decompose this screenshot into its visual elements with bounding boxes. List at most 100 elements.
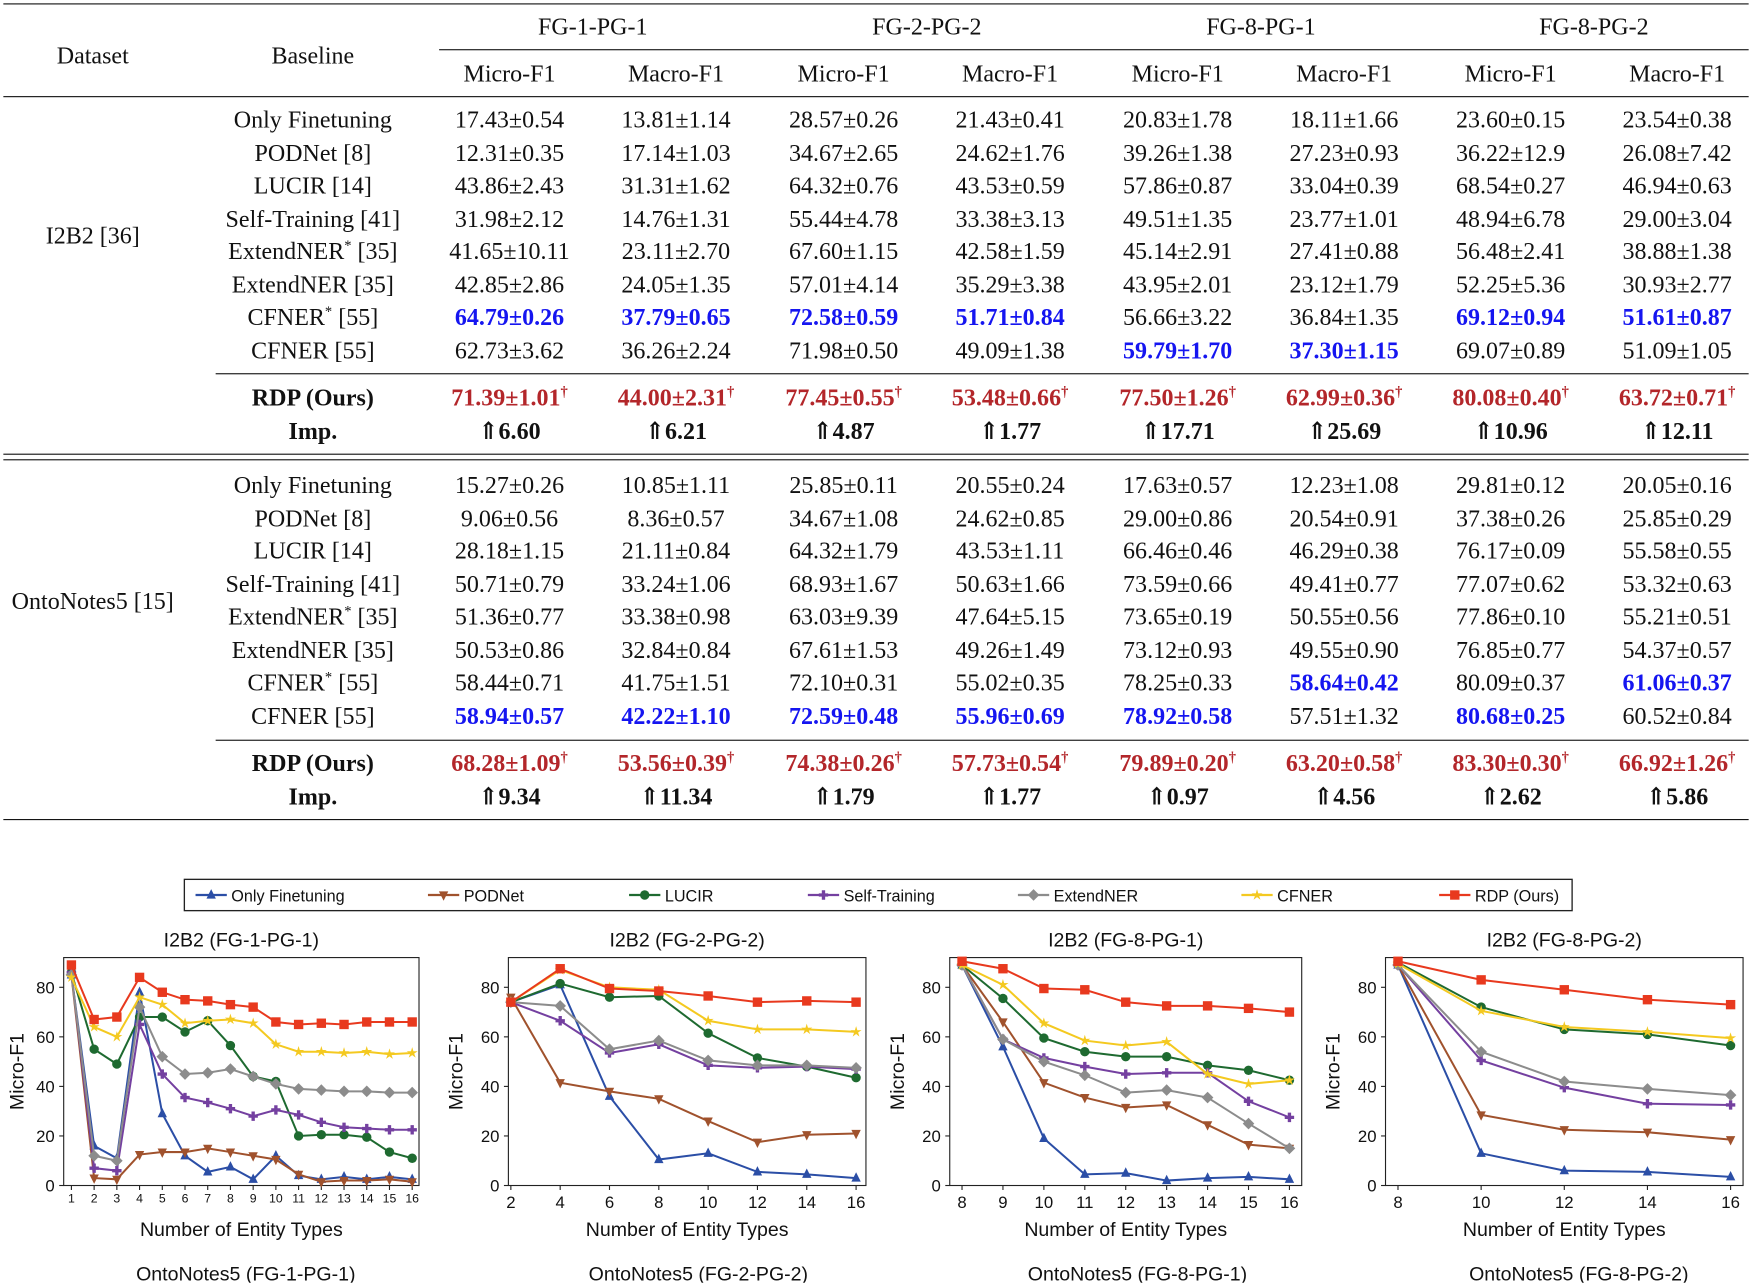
header-metric: Micro-F1 (1464, 60, 1557, 88)
y-tick-label: 20 (922, 1127, 941, 1146)
legend-marker-square (1450, 890, 1460, 900)
table-cell: 31.98±2.12 (454, 205, 565, 232)
baseline-name: Self-Training [41] (190, 569, 436, 598)
legend-marker-circle (640, 890, 650, 900)
table-cell: 80.68±0.25 (1456, 702, 1566, 730)
ours-cell: 77.50±1.26† (1094, 383, 1262, 412)
baseline-ref: [8] (343, 139, 372, 166)
data-point (1283, 1142, 1296, 1155)
table-cell: 58.94±0.57 (454, 702, 565, 730)
baseline-name: LUCIR [14] (190, 536, 436, 565)
table-cell: 21.11±0.84 (621, 537, 731, 565)
table-rule (3, 3, 1749, 5)
data-point (1559, 985, 1569, 995)
data-point (1039, 983, 1049, 994)
data-point (703, 1147, 713, 1157)
table-cell: 18.11±1.66 (1289, 106, 1399, 133)
table-cell: 67.61±1.53 (788, 636, 899, 664)
data-point (362, 1132, 372, 1142)
baseline-label: LUCIR (253, 172, 326, 199)
header-metric: Macro-F1 (627, 60, 725, 88)
table-cell: 63.03±9.39 (788, 603, 899, 631)
table-cell: 49.51±1.35 (1123, 205, 1233, 232)
table-cell: 62.73±3.62 (454, 336, 565, 364)
improvement-cell: ⇑1.79 (812, 783, 875, 811)
table-cell: 49.55±0.90 (1289, 636, 1399, 664)
data-point (89, 1044, 99, 1054)
significance-mark: † (1561, 383, 1569, 400)
data-point (248, 1111, 258, 1121)
chart-title: I2B2 (FG-2-PG-2) (610, 929, 765, 951)
table-cell: 72.58±0.59 (788, 303, 899, 331)
baseline-name: CFNER [55] (190, 701, 436, 730)
data-point (157, 987, 167, 997)
x-tick-label: 6 (605, 1193, 614, 1212)
baseline-label: Only Finetuning (233, 106, 392, 133)
table-cell: 33.24±1.06 (621, 570, 731, 598)
header-group: FG-1-PG-1 (538, 13, 648, 41)
data-point (134, 986, 145, 996)
x-tick-label: 14 (360, 1191, 374, 1205)
x-tick-label: 15 (383, 1191, 397, 1205)
table-cell: 76.17±0.09 (1456, 537, 1566, 565)
table-cell: 23.77±1.01 (1289, 205, 1399, 232)
data-point (1079, 1034, 1091, 1046)
header-metric: Macro-F1 (962, 60, 1059, 88)
data-point (338, 1047, 350, 1058)
baseline-label: CFNER (251, 702, 329, 730)
table-cell: 59.79±1.70 (1123, 336, 1233, 364)
data-point (752, 997, 763, 1007)
baseline-label: PODNet (254, 504, 338, 532)
data-point (316, 1117, 327, 1128)
data-point (157, 1148, 167, 1158)
data-point (156, 1050, 169, 1063)
data-point (179, 1017, 191, 1028)
table-cell: 15.27±0.26 (454, 471, 565, 499)
table-cell: 24.05±1.35 (621, 270, 731, 298)
table-cell: 39.26±1.38 (1123, 139, 1233, 166)
table-cell: 68.93±1.67 (788, 570, 899, 598)
y-tick-label: 80 (1358, 978, 1377, 997)
table-cell: 33.04±0.39 (1289, 172, 1399, 199)
data-point (604, 992, 615, 1002)
table-cell: 51.09±1.05 (1622, 336, 1732, 364)
x-tick-label: 13 (337, 1191, 351, 1205)
baseline-ref: [14] (331, 537, 372, 565)
table-cell: 60.52±0.84 (1622, 702, 1732, 730)
table-cell: 57.51±1.32 (1289, 702, 1399, 730)
baseline-name: PODNet [8] (190, 138, 436, 167)
data-point (998, 1040, 1008, 1051)
data-point (180, 994, 190, 1005)
data-point (134, 972, 145, 983)
data-point (751, 1023, 763, 1035)
baseline-name: LUCIR [14] (190, 171, 436, 200)
table-cell: 42.58±1.59 (955, 237, 1065, 265)
table-cell: 24.62±0.85 (955, 504, 1065, 532)
data-point (293, 1131, 304, 1141)
table-cell: 20.83±1.78 (1123, 106, 1233, 133)
table-cell: 69.12±0.94 (1456, 303, 1566, 331)
table-cell: 47.64±5.15 (955, 603, 1065, 631)
data-point (1284, 1173, 1295, 1183)
significance-mark: † (1228, 748, 1236, 766)
series-only-finetuning (1393, 959, 1736, 1181)
data-point (1243, 1171, 1254, 1181)
data-point (997, 979, 1009, 990)
x-tick-label: 8 (957, 1193, 966, 1212)
improvement-cell: ⇑6.21 (644, 417, 708, 445)
table-rule (215, 373, 1749, 375)
ours-value: 62.99±0.36 (1285, 384, 1396, 412)
table-cell: 33.38±0.98 (621, 603, 731, 631)
baseline-name: Only Finetuning (190, 470, 436, 499)
data-point (654, 986, 664, 996)
group-rule (439, 49, 1749, 51)
data-point (407, 1178, 417, 1188)
x-tick-label: 8 (654, 1193, 663, 1212)
data-point (752, 1166, 763, 1176)
data-point (1202, 1121, 1213, 1131)
y-axis-label: Micro-F1 (6, 1033, 28, 1110)
series-line (70, 974, 413, 1183)
data-point (1476, 975, 1486, 985)
dataset-label: I2B2 [36] (45, 222, 140, 250)
x-tick-label: 13 (1157, 1193, 1176, 1212)
